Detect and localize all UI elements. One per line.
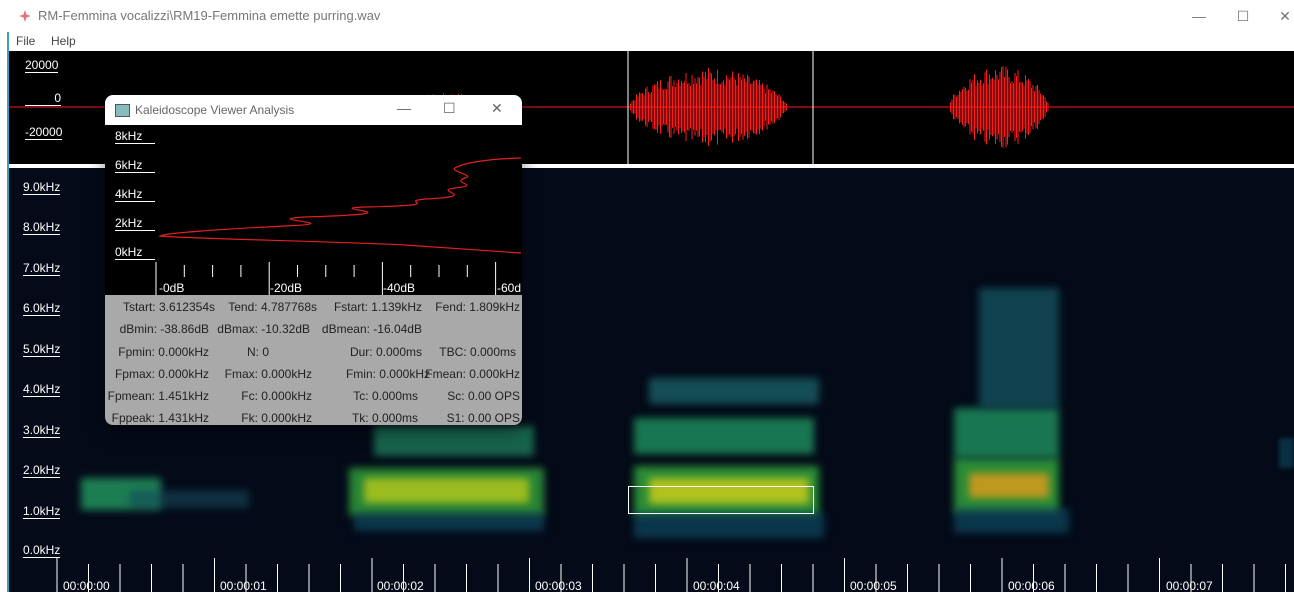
db-label-0: -0dB: [159, 281, 185, 295]
amp-label-top: 20000: [25, 58, 59, 73]
db-label-60: -60dB: [497, 281, 522, 295]
spec-freq-label-4k: 4kHz: [115, 187, 155, 202]
time-label-2: 00:00:02: [377, 579, 424, 592]
stat-fpmean: Fpmean: 1.451kHz: [107, 389, 209, 403]
stat-fpmax: Fpmax: 0.000kHz: [114, 367, 209, 381]
freq-label-4k: 4.0kHz: [23, 382, 61, 397]
amp-label-bottom: -20000: [25, 125, 63, 140]
stat-tbc: TBC: 0.000ms: [439, 345, 516, 359]
analysis-maximize-button[interactable]: ☐: [443, 100, 456, 116]
stat-s1: S1: 0.00 OPS: [446, 411, 520, 425]
stat-fc: Fc: 0.000kHz: [241, 389, 312, 403]
power-spectrum-plot: 8kHz 6kHz 4kHz 2kHz 0kHz -0dB -20dB -40d…: [105, 125, 522, 295]
stat-tc: Tc: 0.000ms: [353, 389, 418, 403]
stat-fppeak: Fppeak: 1.431kHz: [111, 411, 209, 425]
freq-label-1k: 1.0kHz: [23, 504, 61, 519]
menu-bar: File Help: [0, 32, 1294, 51]
freq-label-6k: 6.0kHz: [23, 301, 61, 316]
stat-fk: Fk: 0.000kHz: [241, 411, 312, 425]
maximize-button[interactable]: ☐: [1236, 8, 1250, 24]
time-label-4: 00:00:04: [693, 579, 740, 592]
stat-tk: Tk: 0.000ms: [351, 411, 418, 425]
left-border: [0, 32, 9, 592]
stat-n: N: 0: [246, 345, 269, 359]
spectrogram-plot: [56, 288, 1294, 592]
call-segment-3: [634, 378, 824, 538]
close-button[interactable]: ✕: [1279, 8, 1291, 24]
freq-label-8k: 8.0kHz: [23, 220, 61, 235]
analysis-minimize-button[interactable]: —: [397, 100, 411, 116]
stat-fmin: Fmin: 0.000kHz: [345, 367, 430, 381]
menu-help[interactable]: Help: [51, 34, 76, 48]
time-ticks: [56, 558, 1286, 592]
call-segment-4: [954, 288, 1069, 533]
freq-label-0k: 0.0kHz: [23, 543, 61, 558]
analysis-window-title: Kaleidoscope Viewer Analysis: [135, 103, 295, 117]
spec-freq-label-0k: 0kHz: [115, 245, 155, 260]
stat-dbmin: dBmin: -38.86dB: [119, 322, 209, 336]
freq-label-9k: 9.0kHz: [23, 180, 61, 195]
stat-fmax: Fmax: 0.000kHz: [224, 367, 312, 381]
amp-label-zero: 0: [25, 91, 61, 106]
app-logo-icon: [19, 10, 31, 22]
menu-file[interactable]: File: [16, 34, 36, 48]
call-segment-2: [349, 426, 544, 531]
waveform-bursts: [395, 66, 1049, 148]
freq-label-2k: 2.0kHz: [23, 463, 61, 478]
stat-fpmin: Fpmin: 0.000kHz: [118, 345, 209, 359]
stat-tstart: Tstart: 3.612354s: [122, 300, 215, 314]
stat-dur: Dur: 0.000ms: [349, 345, 422, 359]
analysis-close-button[interactable]: ✕: [491, 100, 503, 116]
minimize-button[interactable]: —: [1192, 8, 1206, 24]
spectrum-curve: [155, 157, 522, 295]
waveform-plot: [9, 51, 1294, 164]
analysis-window[interactable]: Kaleidoscope Viewer Analysis — ☐ ✕ 8kHz …: [105, 95, 522, 425]
window-title: RM-Femmina vocalizzi\RM19-Femmina emette…: [38, 8, 381, 23]
time-label-7: 00:00:07: [1166, 579, 1213, 592]
call-segment-1: [81, 478, 249, 510]
analysis-window-icon: [115, 104, 130, 117]
time-label-3: 00:00:03: [535, 579, 582, 592]
time-label-5: 00:00:05: [850, 579, 897, 592]
stat-dbmean: dBmean: -16.04dB: [321, 322, 422, 336]
analysis-window-titlebar[interactable]: Kaleidoscope Viewer Analysis — ☐ ✕: [105, 95, 522, 125]
spec-freq-label-6k: 6kHz: [115, 158, 155, 173]
spec-freq-label-2k: 2kHz: [115, 216, 155, 231]
time-label-6: 00:00:06: [1008, 579, 1055, 592]
panel-separator[interactable]: [9, 164, 1294, 168]
left-accent-line: [7, 32, 9, 592]
time-label-0: 00:00:00: [63, 579, 110, 592]
stat-tend: Tend: 4.787768s: [228, 300, 317, 314]
stat-fmean: Fmean: 0.000kHz: [425, 367, 520, 381]
stat-fend: Fend: 1.809kHz: [435, 300, 520, 314]
analysis-stats-panel: Tstart: 3.612354s Tend: 4.787768s Fstart…: [105, 295, 522, 425]
stat-fstart: Fstart: 1.139kHz: [333, 300, 422, 314]
spec-freq-label-8k: 8kHz: [115, 129, 155, 144]
db-label-20: -20dB: [270, 281, 303, 295]
time-label-1: 00:00:01: [220, 579, 267, 592]
title-bar: RM-Femmina vocalizzi\RM19-Femmina emette…: [0, 0, 1294, 32]
stat-sc: Sc: 0.00 OPS: [447, 389, 520, 403]
stat-dbmax: dBmax: -10.32dB: [217, 322, 310, 336]
freq-label-5k: 5.0kHz: [23, 342, 61, 357]
freq-label-3k: 3.0kHz: [23, 423, 61, 438]
db-ticks: [155, 262, 497, 295]
selection-box: [628, 486, 814, 514]
db-label-40: -40dB: [383, 281, 416, 295]
freq-label-7k: 7.0kHz: [23, 261, 61, 276]
